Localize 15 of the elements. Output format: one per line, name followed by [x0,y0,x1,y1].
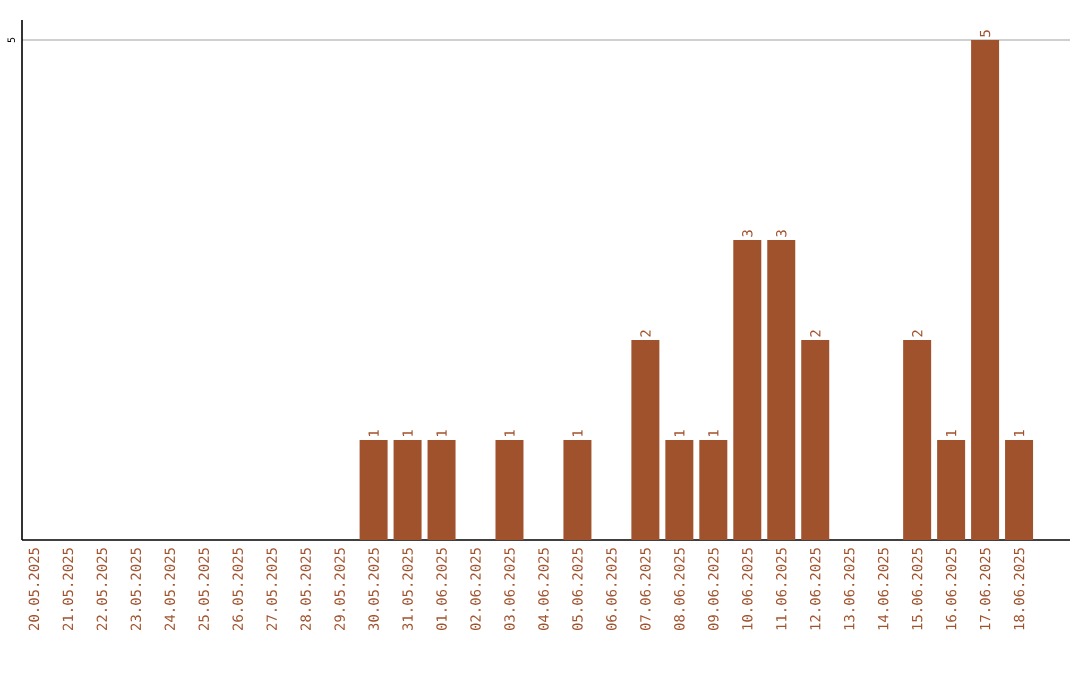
bar [563,440,592,540]
bar [699,440,728,540]
bar [495,440,524,540]
bar [801,340,830,540]
bar [1005,440,1034,540]
bar [733,240,762,540]
bar [393,440,422,540]
bar [631,340,660,540]
bar [359,440,388,540]
bar [903,340,932,540]
bar [427,440,456,540]
bar [665,440,694,540]
bar [767,240,796,540]
bar [937,440,966,540]
bar [971,40,1000,540]
